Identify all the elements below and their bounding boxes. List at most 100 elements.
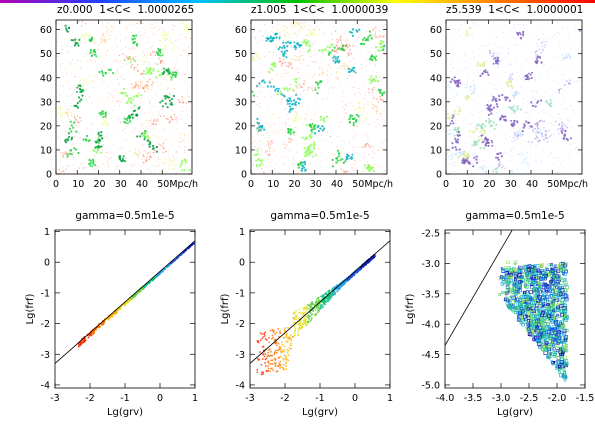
density-point: [173, 47, 175, 49]
density-point: [501, 114, 504, 117]
plot-frame: [250, 19, 388, 175]
density-point: [262, 35, 263, 37]
density-point: [78, 76, 80, 78]
density-point: [150, 51, 152, 53]
density-point: [362, 170, 364, 171]
density-point: [80, 91, 83, 93]
density-point: [455, 152, 458, 155]
scatter-point: [285, 368, 288, 370]
density-point: [361, 24, 363, 26]
density-point: [365, 59, 367, 61]
density-point: [69, 88, 71, 90]
density-point: [126, 94, 129, 97]
density-point: [385, 81, 387, 83]
scatter-point: [267, 369, 270, 372]
density-point: [81, 60, 82, 62]
density-point: [381, 113, 383, 115]
density-point: [549, 99, 552, 102]
scatter-point: [328, 297, 331, 300]
density-point: [365, 145, 367, 147]
density-point: [251, 57, 253, 59]
density-point: [156, 82, 158, 83]
density-point: [384, 44, 385, 46]
density-point: [480, 45, 482, 47]
density-point: [187, 30, 189, 32]
density-point: [257, 23, 259, 25]
density-point: [502, 81, 504, 83]
density-point: [539, 128, 542, 131]
density-point: [520, 44, 522, 45]
density-point: [252, 59, 254, 61]
density-point: [452, 133, 454, 135]
scatter-point: [278, 362, 281, 365]
density-point: [457, 131, 461, 134]
density-point: [132, 41, 135, 44]
density-point: [173, 68, 175, 70]
density-point: [252, 60, 254, 62]
scatter-point: [101, 323, 104, 325]
density-point: [282, 62, 284, 64]
density-point: [300, 167, 304, 170]
density-point: [508, 71, 510, 73]
density-point: [310, 129, 313, 133]
density-point: [476, 62, 478, 64]
density-point: [121, 94, 123, 96]
density-point: [302, 58, 304, 60]
density-point: [257, 157, 260, 160]
density-point: [576, 80, 577, 82]
density-point: [465, 55, 467, 57]
density-point: [336, 159, 339, 162]
density-point: [150, 89, 152, 91]
density-point: [498, 94, 501, 98]
density-point: [98, 112, 101, 115]
density-point: [508, 63, 510, 65]
density-point: [348, 52, 350, 55]
density-point: [368, 58, 371, 61]
density-point: [68, 31, 70, 32]
density-point: [269, 150, 271, 152]
density-point: [258, 106, 260, 107]
density-point: [126, 125, 128, 127]
density-point: [142, 56, 145, 58]
density-point: [107, 92, 109, 94]
density-point: [525, 112, 527, 113]
density-point: [331, 153, 333, 155]
density-point: [75, 105, 78, 108]
scatter-point: [319, 306, 322, 309]
density-point: [513, 24, 515, 26]
density-point: [269, 94, 271, 96]
density-point: [373, 34, 374, 35]
density-point: [255, 39, 256, 41]
density-point: [379, 30, 381, 32]
density-point: [152, 80, 154, 82]
density-point: [547, 141, 549, 143]
density-point: [171, 28, 172, 30]
density-point: [493, 57, 496, 60]
density-point: [177, 98, 180, 101]
density-point: [148, 99, 150, 101]
density-point: [286, 98, 288, 99]
density-point: [346, 156, 348, 159]
density-point: [133, 85, 136, 87]
density-point: [482, 165, 484, 167]
density-point: [180, 100, 182, 102]
density-point: [534, 91, 536, 92]
density-point: [253, 162, 255, 164]
density-point: [173, 44, 176, 46]
density-point: [70, 138, 73, 141]
density-point: [454, 96, 456, 98]
density-point: [377, 88, 380, 91]
density-point: [73, 104, 76, 107]
density-point: [476, 109, 478, 111]
density-point: [367, 157, 369, 158]
density-point: [312, 85, 314, 86]
density-point: [493, 166, 495, 168]
density-point: [127, 122, 129, 125]
density-point: [299, 25, 302, 28]
density-point: [157, 54, 159, 57]
density-point: [180, 67, 182, 69]
density-point: [557, 172, 559, 174]
density-point: [334, 61, 337, 64]
density-point: [163, 129, 165, 131]
density-point: [103, 39, 105, 40]
